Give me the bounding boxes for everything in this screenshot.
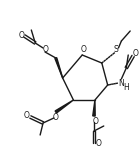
Polygon shape xyxy=(93,100,95,116)
Text: O: O xyxy=(23,111,29,120)
Text: S: S xyxy=(113,45,118,54)
Text: O: O xyxy=(43,45,49,54)
Text: O: O xyxy=(96,140,102,148)
Text: O: O xyxy=(133,50,139,58)
Text: O: O xyxy=(80,45,86,54)
Text: O: O xyxy=(53,112,59,122)
Polygon shape xyxy=(55,100,73,113)
Polygon shape xyxy=(55,58,63,78)
Text: O: O xyxy=(19,30,24,39)
Text: O: O xyxy=(93,117,99,126)
Text: H: H xyxy=(123,82,129,91)
Text: N: N xyxy=(119,78,124,87)
